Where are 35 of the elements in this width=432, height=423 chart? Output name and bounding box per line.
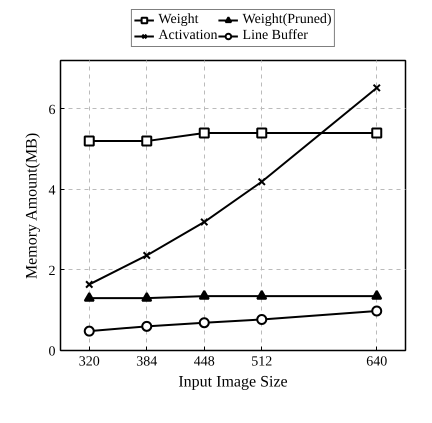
x-tick-label: 640: [366, 354, 388, 370]
x-tick-label: 320: [78, 354, 100, 370]
x-tick-label: 448: [194, 354, 215, 370]
point: [141, 320, 152, 332]
y-tick-label: 0: [48, 344, 56, 360]
y-tick-label: 4: [48, 183, 56, 198]
y-tick-label: 6: [48, 102, 56, 118]
x-axis-title: Input Image Size: [178, 374, 288, 390]
point: [371, 128, 382, 138]
point: [198, 290, 210, 300]
point: [256, 314, 268, 325]
point: [84, 292, 95, 302]
point: [200, 218, 208, 226]
point: [141, 136, 152, 147]
point: [256, 290, 268, 300]
point: [84, 136, 95, 147]
point: [198, 128, 210, 138]
legend-label: Weight(Pruned): [242, 12, 332, 28]
point: [372, 84, 381, 92]
point: [141, 292, 152, 302]
point: [258, 178, 266, 186]
point: [371, 306, 382, 317]
x-tick-label: 384: [136, 354, 158, 370]
point: [84, 326, 95, 337]
y-tick-label: 2: [48, 264, 56, 279]
y-axis-title: Memory Amount(MB): [24, 132, 40, 280]
legend-label: Line Buffer: [242, 28, 308, 44]
point: [371, 290, 382, 300]
point: [198, 317, 210, 328]
point: [85, 280, 94, 289]
point: [256, 128, 268, 138]
legend-label: Activation: [158, 28, 218, 44]
legend-label: Weight: [158, 12, 198, 28]
x-tick-label: 512: [251, 354, 272, 370]
point: [142, 251, 151, 260]
